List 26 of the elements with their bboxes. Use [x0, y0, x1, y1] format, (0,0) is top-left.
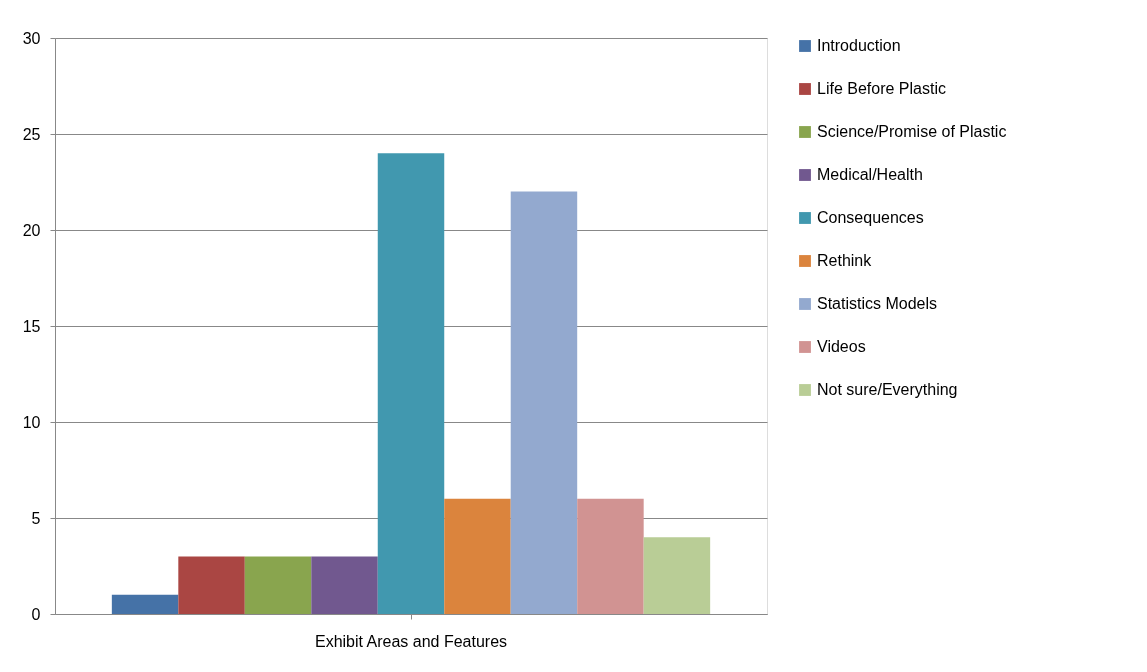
bar — [377, 153, 445, 614]
y-tick-label: 0 — [31, 605, 41, 623]
legend-label: Science/Promise of Plastic — [817, 123, 1007, 140]
y-tick-label: 20 — [22, 221, 41, 239]
bar — [643, 537, 711, 614]
legend-label: Consequences — [817, 209, 924, 226]
x-tick-label: Exhibit Areas and Features — [314, 632, 508, 650]
bar — [577, 498, 644, 614]
bar — [311, 556, 378, 614]
y-tick-label: 25 — [22, 125, 41, 143]
bar — [111, 594, 179, 614]
y-tick-label: 5 — [31, 509, 41, 527]
legend-label: Videos — [817, 338, 866, 355]
legend-label: Rethink — [817, 252, 873, 269]
legend-label: Not sure/Everything — [817, 381, 958, 398]
y-tick-label: 30 — [22, 29, 41, 47]
legend-label: Introduction — [817, 37, 901, 54]
y-tick-label: 10 — [22, 413, 41, 431]
bar — [244, 556, 312, 614]
bar — [178, 556, 245, 614]
legend-label: Medical/Health — [817, 166, 923, 183]
bar — [444, 498, 511, 614]
legend-label: Life Before Plastic — [817, 80, 946, 97]
y-tick-label: 15 — [22, 317, 41, 335]
legend-label: Statistics Models — [817, 295, 938, 312]
bar — [510, 191, 578, 614]
